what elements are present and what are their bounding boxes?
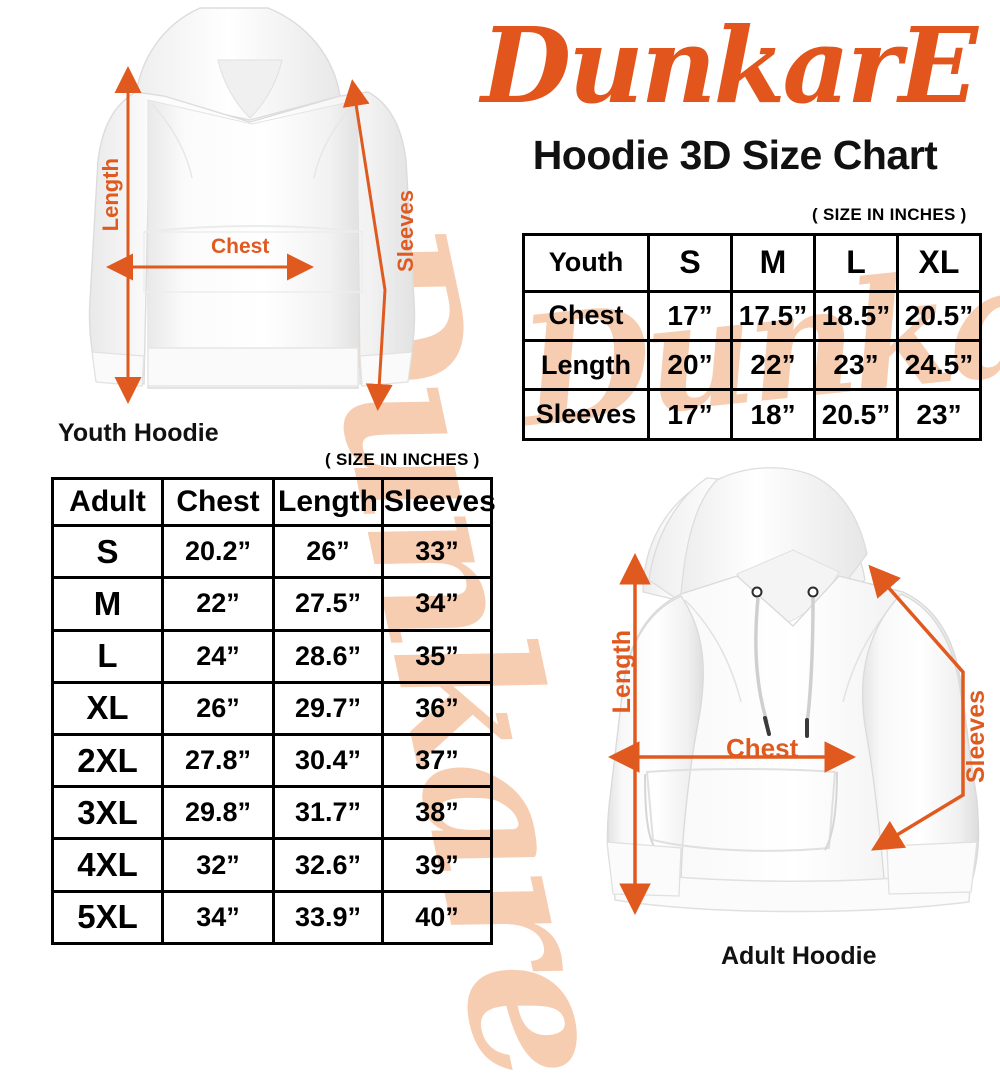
table-row: XL 26” 29.7” 36” [51,680,493,737]
youth-row-label-length: Length [522,339,650,392]
youth-cell-chest-m: 17.5” [730,289,816,343]
adult-cell-3xl-length: 31.7” [272,785,384,841]
youth-hoodie-caption: Youth Hoodie [58,419,219,447]
adult-measurement-arrows [608,553,965,915]
youth-cell-chest-s: 17” [647,289,733,343]
table-row: Youth S M L XL [522,233,982,293]
adult-row-label-5xl: 5XL [51,889,164,946]
adult-cell-s-chest: 20.2” [161,524,275,580]
adult-cell-2xl-sleeves: 37” [381,732,493,789]
brand-logo: DunkarE [478,10,983,127]
youth-cell-chest-l: 18.5” [813,289,899,343]
table-row: Adult Chest Length Sleeves [51,476,496,528]
page-title: Hoodie 3D Size Chart [532,132,938,178]
youth-cell-sleeves-xl: 23” [896,388,982,441]
youth-col-xl: XL [896,233,982,293]
adult-cell-3xl-sleeves: 38” [381,785,493,841]
adult-row-label-4xl: 4XL [51,837,164,893]
adult-cell-m-length: 27.5” [272,576,384,632]
youth-cell-sleeves-m: 18” [730,388,816,441]
adult-cell-s-length: 26” [272,524,384,580]
youth-corner-label: Youth [522,233,650,293]
brand-logo-text: DunkarE [478,10,980,127]
adult-cell-xl-chest: 26” [161,680,275,737]
table-row: 3XL 29.8” 31.7” 38” [51,785,493,841]
youth-cell-length-s: 20” [647,339,733,392]
adult-row-label-m: M [51,576,164,632]
adult-cell-5xl-length: 33.9” [272,889,384,946]
table-row: 4XL 32” 32.6” 39” [51,837,493,893]
adult-length-label: Length [608,630,636,714]
adult-cell-5xl-chest: 34” [161,889,275,946]
adult-size-table: Adult Chest Length Sleeves S 20.2” 26” 3… [51,476,496,946]
adult-cell-l-sleeves: 35” [381,628,493,684]
table-row: 2XL 27.8” 30.4” 37” [51,732,493,789]
adult-col-sleeves: Sleeves [381,476,496,528]
adult-cell-xl-length: 29.7” [272,680,384,737]
youth-cell-length-m: 22” [730,339,816,392]
adult-cell-s-sleeves: 33” [381,524,493,580]
adult-cell-4xl-length: 32.6” [272,837,384,893]
table-row: L 24” 28.6” 35” [51,628,493,684]
adult-corner-label: Adult [51,476,164,528]
youth-col-s: S [647,233,733,293]
youth-row-label-chest: Chest [522,289,650,343]
adult-row-label-3xl: 3XL [51,785,164,841]
table-row: M 22” 27.5” 34” [51,576,493,632]
youth-cell-length-xl: 24.5” [896,339,982,392]
youth-cell-chest-xl: 20.5” [896,289,982,343]
adult-cell-2xl-length: 30.4” [272,732,384,789]
youth-size-unit-note: ( SIZE IN INCHES ) [812,205,967,224]
adult-cell-3xl-chest: 29.8” [161,785,275,841]
adult-row-label-l: L [51,628,164,684]
adult-cell-l-chest: 24” [161,628,275,684]
adult-cell-2xl-chest: 27.8” [161,732,275,789]
adult-cell-4xl-chest: 32” [161,837,275,893]
youth-col-l: L [813,233,899,293]
youth-sleeves-label: Sleeves [393,190,418,272]
table-row: 5XL 34” 33.9” 40” [51,889,493,946]
adult-cell-5xl-sleeves: 40” [381,889,493,946]
youth-col-m: M [730,233,816,293]
table-row: Length 20” 22” 23” 24.5” [522,339,982,392]
adult-chest-label: Chest [726,733,799,763]
youth-cell-sleeves-s: 17” [647,388,733,441]
table-row: Sleeves 17” 18” 20.5” 23” [522,388,982,441]
adult-col-length: Length [272,476,384,528]
adult-row-label-xl: XL [51,680,164,737]
adult-sleeves-label: Sleeves [962,690,990,784]
adult-col-chest: Chest [161,476,275,528]
youth-measurement-arrows [106,66,393,411]
youth-row-label-sleeves: Sleeves [522,388,650,441]
table-row: S 20.2” 26” 33” [51,524,493,580]
youth-size-table: Youth S M L XL Chest 17” 17.5” 18.5” 20.… [522,233,982,441]
adult-row-label-2xl: 2XL [51,732,164,789]
adult-hoodie-caption: Adult Hoodie [721,942,877,970]
adult-cell-xl-sleeves: 36” [381,680,493,737]
adult-cell-m-chest: 22” [161,576,275,632]
table-row: Chest 17” 17.5” 18.5” 20.5” [522,289,982,343]
adult-cell-4xl-sleeves: 39” [381,837,493,893]
adult-size-unit-note: ( SIZE IN INCHES ) [325,450,480,469]
adult-cell-m-sleeves: 34” [381,576,493,632]
youth-length-label: Length [98,158,123,232]
youth-chest-label: Chest [211,235,270,258]
adult-cell-l-length: 28.6” [272,628,384,684]
youth-cell-length-l: 23” [813,339,899,392]
adult-row-label-s: S [51,524,164,580]
youth-cell-sleeves-l: 20.5” [813,388,899,441]
